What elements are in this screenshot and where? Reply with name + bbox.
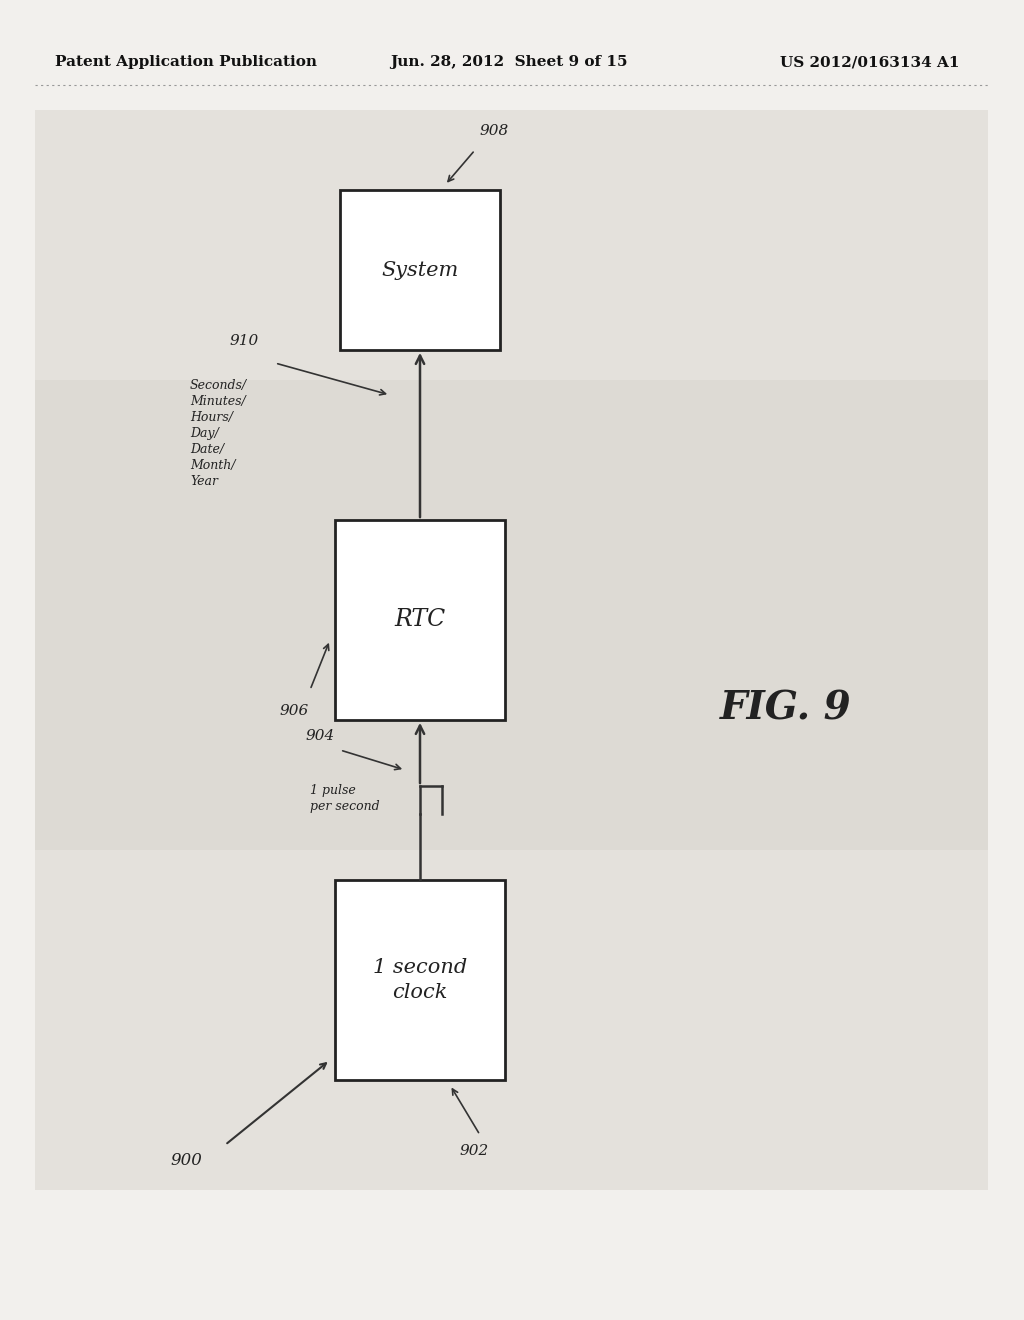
Bar [340, 190, 500, 350]
Text: 906: 906 [280, 704, 309, 718]
Text: 904: 904 [305, 729, 334, 743]
Bar [335, 880, 505, 1080]
Text: US 2012/0163134 A1: US 2012/0163134 A1 [780, 55, 959, 69]
Text: Seconds/
Minutes/
Hours/
Day/
Date/
Month/
Year: Seconds/ Minutes/ Hours/ Day/ Date/ Mont… [190, 379, 247, 488]
Text: FIG. 9: FIG. 9 [720, 690, 852, 729]
Text: Jun. 28, 2012  Sheet 9 of 15: Jun. 28, 2012 Sheet 9 of 15 [390, 55, 628, 69]
Text: Patent Application Publication: Patent Application Publication [55, 55, 317, 69]
Text: RTC: RTC [394, 609, 445, 631]
Bar [35, 380, 988, 850]
Text: 902: 902 [460, 1144, 489, 1158]
Text: 908: 908 [480, 124, 509, 139]
Text: 900: 900 [170, 1152, 202, 1170]
Text: 1 second
clock: 1 second clock [373, 958, 467, 1002]
Text: System: System [381, 260, 459, 280]
Bar [335, 520, 505, 719]
Text: 910: 910 [230, 334, 259, 348]
Text: 1 pulse
per second: 1 pulse per second [310, 784, 380, 813]
Bar [35, 110, 988, 1191]
